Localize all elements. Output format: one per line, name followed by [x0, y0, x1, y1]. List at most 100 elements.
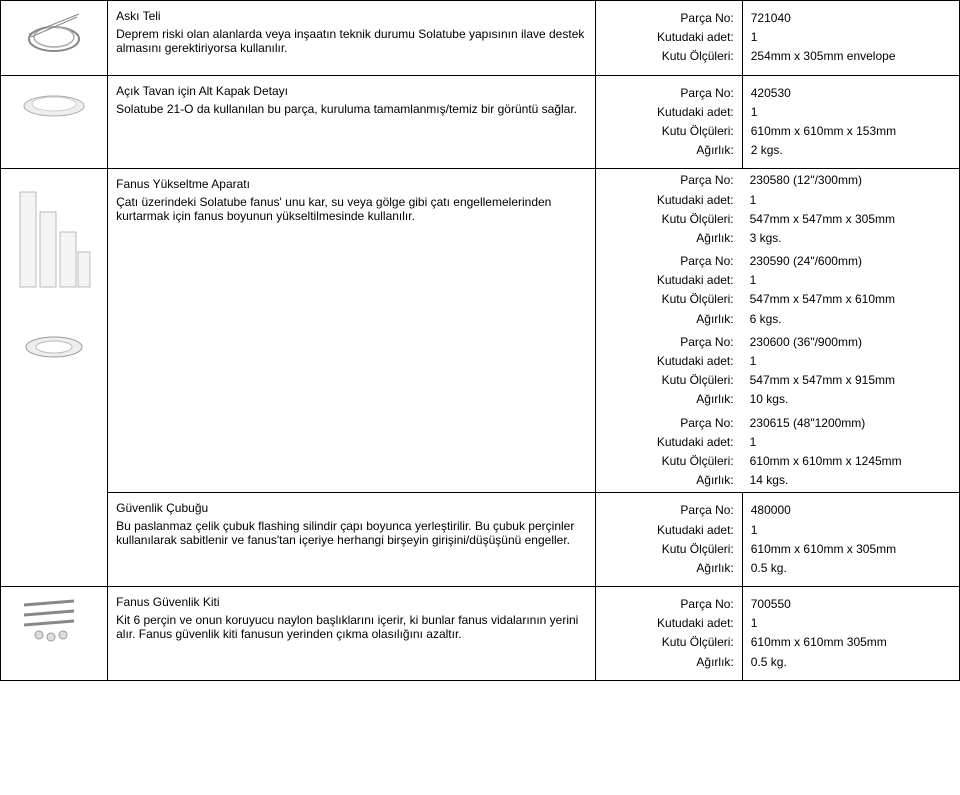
product-desc-cell: Güvenlik Çubuğu Bu paslanmaz çelik çubuk… [108, 493, 596, 587]
label-kutu-olculeri: Kutu Ölçüleri: [604, 47, 734, 66]
label-parca-no: Parça No: [604, 252, 734, 271]
label-parca-no: Parça No: [604, 595, 734, 614]
spec-values-cell: 700550 1 610mm x 610mm 305mm 0.5 kg. [742, 587, 959, 681]
label-agirlik: Ağırlık: [604, 559, 734, 578]
label-agirlik: Ağırlık: [604, 141, 734, 160]
label-kutu-olculeri: Kutu Ölçüleri: [604, 210, 734, 229]
label-kutudaki-adet: Kutudaki adet: [604, 191, 734, 210]
val-agirlik: 0.5 kg. [751, 559, 951, 578]
label-kutudaki-adet: Kutudaki adet: [604, 352, 734, 371]
label-kutudaki-adet: Kutudaki adet: [604, 103, 734, 122]
label-kutudaki-adet: Kutudaki adet: [604, 521, 734, 540]
spec-labels-cell: Parça No: Kutudaki adet: Kutu Ölçüleri: … [595, 75, 742, 169]
product-title: Askı Teli [116, 9, 587, 23]
val-olcu: 254mm x 305mm envelope [751, 47, 951, 66]
val-parca-no: 230615 (48"1200mm) [750, 414, 958, 433]
val-parca-no: 480000 [751, 501, 951, 520]
val-olcu: 547mm x 547mm x 305mm [750, 210, 958, 229]
label-agirlik: Ağırlık: [604, 653, 734, 672]
label-kutu-olculeri: Kutu Ölçüleri: [604, 122, 734, 141]
spec-labels-cell: Parça No: Kutudaki adet: Kutu Ölçüleri: … [595, 493, 742, 587]
val-agirlik: 6 kgs. [750, 310, 958, 329]
val-agirlik: 14 kgs. [750, 471, 958, 490]
product-desc-cell: Fanus Güvenlik Kiti Kit 6 perçin ve onun… [108, 587, 596, 681]
product-desc-cell: Açık Tavan için Alt Kapak Detayı Solatub… [108, 75, 596, 169]
label-parca-no: Parça No: [604, 171, 734, 190]
product-description: Bu paslanmaz çelik çubuk flashing silind… [116, 519, 587, 547]
label-kutu-olculeri: Kutu Ölçüleri: [604, 452, 734, 471]
label-kutudaki-adet: Kutudaki adet: [604, 271, 734, 290]
tube-set-icon [14, 177, 94, 297]
val-parca-no: 420530 [751, 84, 951, 103]
label-kutu-olculeri: Kutu Ölçüleri: [604, 371, 734, 390]
val-olcu: 610mm x 610mm x 1245mm [750, 452, 958, 471]
product-description: Çatı üzerindeki Solatube fanus' unu kar,… [116, 195, 587, 223]
spec-values-cell: 420530 1 610mm x 610mm x 153mm 2 kgs. [742, 75, 959, 169]
product-description: Solatube 21-O da kullanılan bu parça, ku… [116, 102, 587, 116]
label-kutudaki-adet: Kutudaki adet: [604, 433, 734, 452]
val-adet: 1 [750, 191, 958, 210]
val-adet: 1 [750, 271, 958, 290]
product-title: Fanus Güvenlik Kiti [116, 595, 587, 609]
label-kutu-olculeri: Kutu Ölçüleri: [604, 633, 734, 652]
val-adet: 1 [751, 614, 951, 633]
variants-cell: Parça No: Kutudaki adet: Kutu Ölçüleri: … [595, 169, 959, 493]
val-olcu: 547mm x 547mm x 915mm [750, 371, 958, 390]
dish-icon [19, 84, 89, 129]
label-parca-no: Parça No: [604, 333, 734, 352]
table-row: Fanus Güvenlik Kiti Kit 6 perçin ve onun… [1, 587, 960, 681]
val-olcu: 610mm x 610mm 305mm [751, 633, 951, 652]
label-kutudaki-adet: Kutudaki adet: [604, 28, 734, 47]
product-image-cell [1, 75, 108, 169]
label-kutu-olculeri: Kutu Ölçüleri: [604, 540, 734, 559]
val-parca-no: 230590 (24"/600mm) [750, 252, 958, 271]
table-row: Fanus Yükseltme Aparatı Çatı üzerindeki … [1, 169, 960, 493]
table-row: Askı Teli Deprem riski olan alanlarda ve… [1, 1, 960, 76]
product-description: Deprem riski olan alanlarda veya inşaatı… [116, 27, 587, 55]
val-olcu: 547mm x 547mm x 610mm [750, 290, 958, 309]
wire-coil-icon [19, 9, 89, 59]
val-adet: 1 [750, 433, 958, 452]
val-agirlik: 0.5 kg. [751, 653, 951, 672]
spec-values-cell: 721040 1 254mm x 305mm envelope [742, 1, 959, 76]
spec-labels-cell: Parça No: Kutudaki adet: Kutu Ölçüleri: … [595, 587, 742, 681]
label-agirlik: Ağırlık: [604, 310, 734, 329]
table-row: Güvenlik Çubuğu Bu paslanmaz çelik çubuk… [1, 493, 960, 587]
val-olcu: 610mm x 610mm x 305mm [751, 540, 951, 559]
val-agirlik: 10 kgs. [750, 390, 958, 409]
label-parca-no: Parça No: [604, 9, 734, 28]
spec-labels-cell: Parça No: Kutudaki adet: Kutu Ölçüleri: [595, 1, 742, 76]
label-parca-no: Parça No: [604, 414, 734, 433]
label-parca-no: Parça No: [604, 501, 734, 520]
product-title: Fanus Yükseltme Aparatı [116, 177, 587, 191]
val-parca-no: 230580 (12"/300mm) [750, 171, 958, 190]
rivets-icon [19, 595, 89, 645]
product-desc-cell: Fanus Yükseltme Aparatı Çatı üzerindeki … [108, 169, 596, 493]
val-agirlik: 2 kgs. [751, 141, 951, 160]
val-parca-no: 230600 (36"/900mm) [750, 333, 958, 352]
val-agirlik: 3 kgs. [750, 229, 958, 248]
val-adet: 1 [751, 103, 951, 122]
val-olcu: 610mm x 610mm x 153mm [751, 122, 951, 141]
val-parca-no: 721040 [751, 9, 951, 28]
label-parca-no: Parça No: [604, 84, 734, 103]
label-kutudaki-adet: Kutudaki adet: [604, 614, 734, 633]
label-agirlik: Ağırlık: [604, 471, 734, 490]
product-title: Açık Tavan için Alt Kapak Detayı [116, 84, 587, 98]
product-description: Kit 6 perçin ve onun koruyucu naylon baş… [116, 613, 587, 641]
label-agirlik: Ağırlık: [604, 390, 734, 409]
val-parca-no: 700550 [751, 595, 951, 614]
label-kutu-olculeri: Kutu Ölçüleri: [604, 290, 734, 309]
val-adet: 1 [751, 28, 951, 47]
spec-values-cell: 480000 1 610mm x 610mm x 305mm 0.5 kg. [742, 493, 959, 587]
val-adet: 1 [750, 352, 958, 371]
product-image-cell [1, 169, 108, 587]
product-desc-cell: Askı Teli Deprem riski olan alanlarda ve… [108, 1, 596, 76]
label-agirlik: Ağırlık: [604, 229, 734, 248]
product-table: Askı Teli Deprem riski olan alanlarda ve… [0, 0, 960, 681]
table-row: Açık Tavan için Alt Kapak Detayı Solatub… [1, 75, 960, 169]
product-image-cell [1, 1, 108, 76]
val-adet: 1 [751, 521, 951, 540]
product-image-cell [1, 587, 108, 681]
ring-icon [19, 327, 89, 367]
